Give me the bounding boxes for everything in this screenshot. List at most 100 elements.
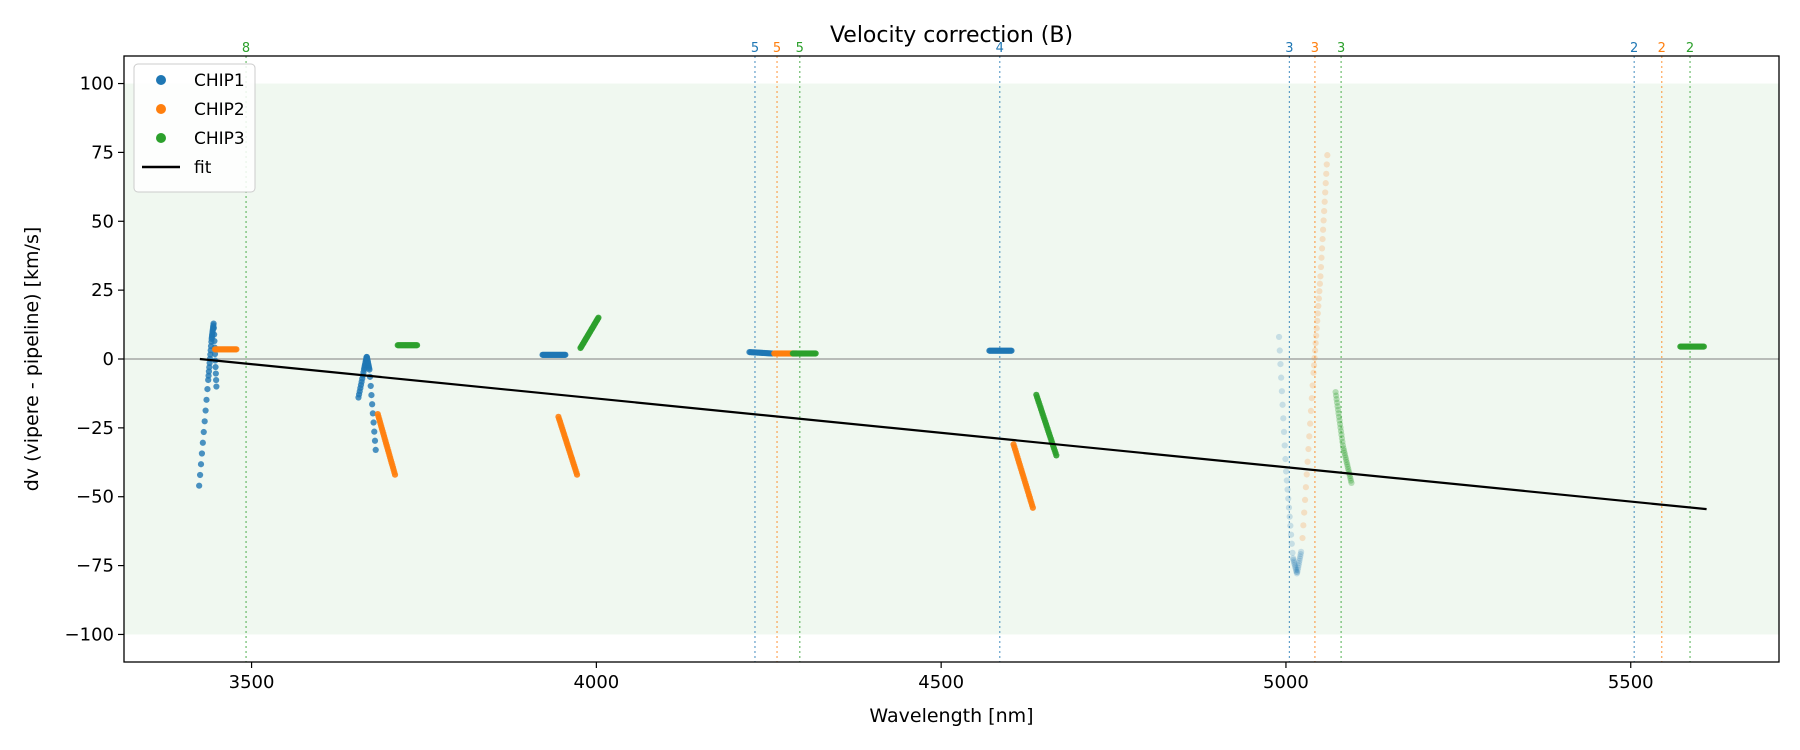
data-point-chip2 (1310, 362, 1318, 369)
data-point-chip1 (1295, 562, 1302, 569)
data-point-chip1 (371, 428, 378, 435)
data-point-chip2 (1303, 471, 1310, 478)
data-point-chip3 (1341, 452, 1349, 459)
data-point-chip1 (201, 418, 208, 425)
data-point-chip2 (1321, 208, 1328, 215)
data-points-layer (196, 152, 1707, 577)
data-point-chip1 (368, 392, 375, 399)
data-point-chip2 (1315, 295, 1322, 302)
data-point-chip2 (1309, 382, 1316, 389)
data-point-chip1 (1297, 553, 1304, 560)
y-ticks-layer: 100 75 50 25 0 −25 −50 −75 −100 (65, 74, 124, 645)
data-point-chip3 (1338, 435, 1346, 442)
data-point-chip3 (1700, 343, 1707, 350)
data-point-chip3 (1333, 396, 1340, 403)
data-point-chip3 (1340, 447, 1348, 454)
data-point-chip1 (1284, 486, 1291, 493)
data-point-chip1 (1280, 415, 1287, 422)
data-point-chip2 (1323, 161, 1330, 168)
order-marker-label: 2 (1686, 41, 1694, 56)
data-point-chip3 (1332, 388, 1339, 396)
data-point-chip1 (212, 363, 219, 371)
data-point-chip2 (1322, 180, 1329, 187)
order-marker-label: 5 (796, 41, 804, 56)
data-point-chip1 (1281, 442, 1288, 449)
data-point-chip1 (1295, 564, 1302, 571)
x-tick-label: 4000 (573, 672, 619, 693)
data-point-chip1 (1275, 333, 1283, 341)
x-axis-label: Wavelength [nm] (869, 705, 1033, 727)
y-tick-label: 75 (91, 142, 114, 163)
data-point-chip2 (1302, 484, 1309, 491)
data-point-chip2 (573, 471, 581, 478)
data-point-chip1 (1294, 566, 1301, 574)
data-point-chip2 (1314, 317, 1321, 324)
x-tick-label: 3500 (229, 672, 275, 693)
data-point-chip1 (371, 437, 379, 444)
data-point-chip1 (1293, 568, 1300, 575)
data-point-chip1 (1292, 565, 1299, 572)
data-point-chip1 (204, 385, 211, 393)
data-point-chip1 (1278, 388, 1285, 395)
data-point-chip1 (367, 382, 374, 390)
data-point-chip1 (213, 383, 220, 390)
data-point-chip2 (1301, 509, 1308, 516)
data-point-chip2 (1322, 189, 1329, 196)
data-point-chip1 (1283, 468, 1290, 475)
data-point-chip3 (1343, 456, 1350, 463)
data-point-chip2 (1317, 273, 1324, 280)
data-point-chip2 (1311, 354, 1318, 362)
data-point-chip3 (1336, 420, 1344, 428)
data-point-chip1 (1285, 504, 1293, 511)
legend-box (133, 63, 256, 193)
y-tick-label: 100 (80, 74, 114, 95)
y-tick-label: −100 (65, 624, 114, 645)
data-point-chip1 (1282, 455, 1289, 463)
data-point-chip1 (1290, 556, 1297, 563)
data-point-chip3 (1336, 417, 1343, 424)
y-tick-label: 50 (91, 211, 114, 232)
data-point-chip1 (1283, 477, 1290, 484)
data-point-chip1 (562, 351, 569, 358)
data-point-chip3 (595, 314, 602, 321)
legend-label-chip2: CHIP2 (194, 100, 245, 120)
data-point-chip2 (1300, 522, 1307, 529)
data-point-chip1 (212, 370, 219, 377)
fit-line-layer (199, 357, 1707, 511)
legend-label-chip3: CHIP3 (194, 129, 245, 149)
data-point-chip1 (1289, 555, 1297, 562)
data-point-chip2 (1314, 310, 1321, 317)
data-point-chip1 (1286, 513, 1293, 520)
data-point-chip3 (1348, 479, 1355, 487)
y-tick-label: −50 (76, 487, 114, 508)
x-tick-label: 5500 (1608, 672, 1654, 693)
data-point-chip2 (1299, 534, 1306, 542)
data-point-chip1 (1295, 560, 1303, 567)
data-point-chip1 (211, 337, 218, 345)
data-point-chip2 (1324, 152, 1331, 159)
data-point-chip1 (196, 482, 203, 489)
y-tick-label: −75 (76, 556, 114, 577)
data-point-chip1 (1287, 531, 1295, 538)
data-point-chip2 (1313, 325, 1320, 332)
data-point-chip2 (1317, 263, 1325, 271)
order-marker-label: 8 (242, 41, 250, 56)
data-point-chip3 (1337, 424, 1344, 431)
data-point-chip3 (1342, 454, 1349, 461)
data-point-chip1 (200, 428, 207, 436)
y-tick-label: 0 (103, 349, 114, 370)
legend-marker-chip2 (156, 104, 166, 114)
data-point-chip1 (210, 324, 217, 332)
data-point-chip1 (370, 419, 377, 426)
data-point-chip3 (1338, 431, 1345, 438)
data-point-chip1 (1285, 495, 1292, 502)
data-point-chip1 (1279, 401, 1286, 408)
data-point-chip2 (1310, 369, 1317, 376)
data-point-chip3 (1053, 452, 1060, 459)
data-point-chip3 (1334, 406, 1342, 413)
data-point-chip1 (1297, 550, 1304, 558)
data-point-chip1 (372, 446, 379, 453)
data-point-chip1 (1287, 522, 1294, 529)
data-point-chip2 (1318, 245, 1326, 252)
